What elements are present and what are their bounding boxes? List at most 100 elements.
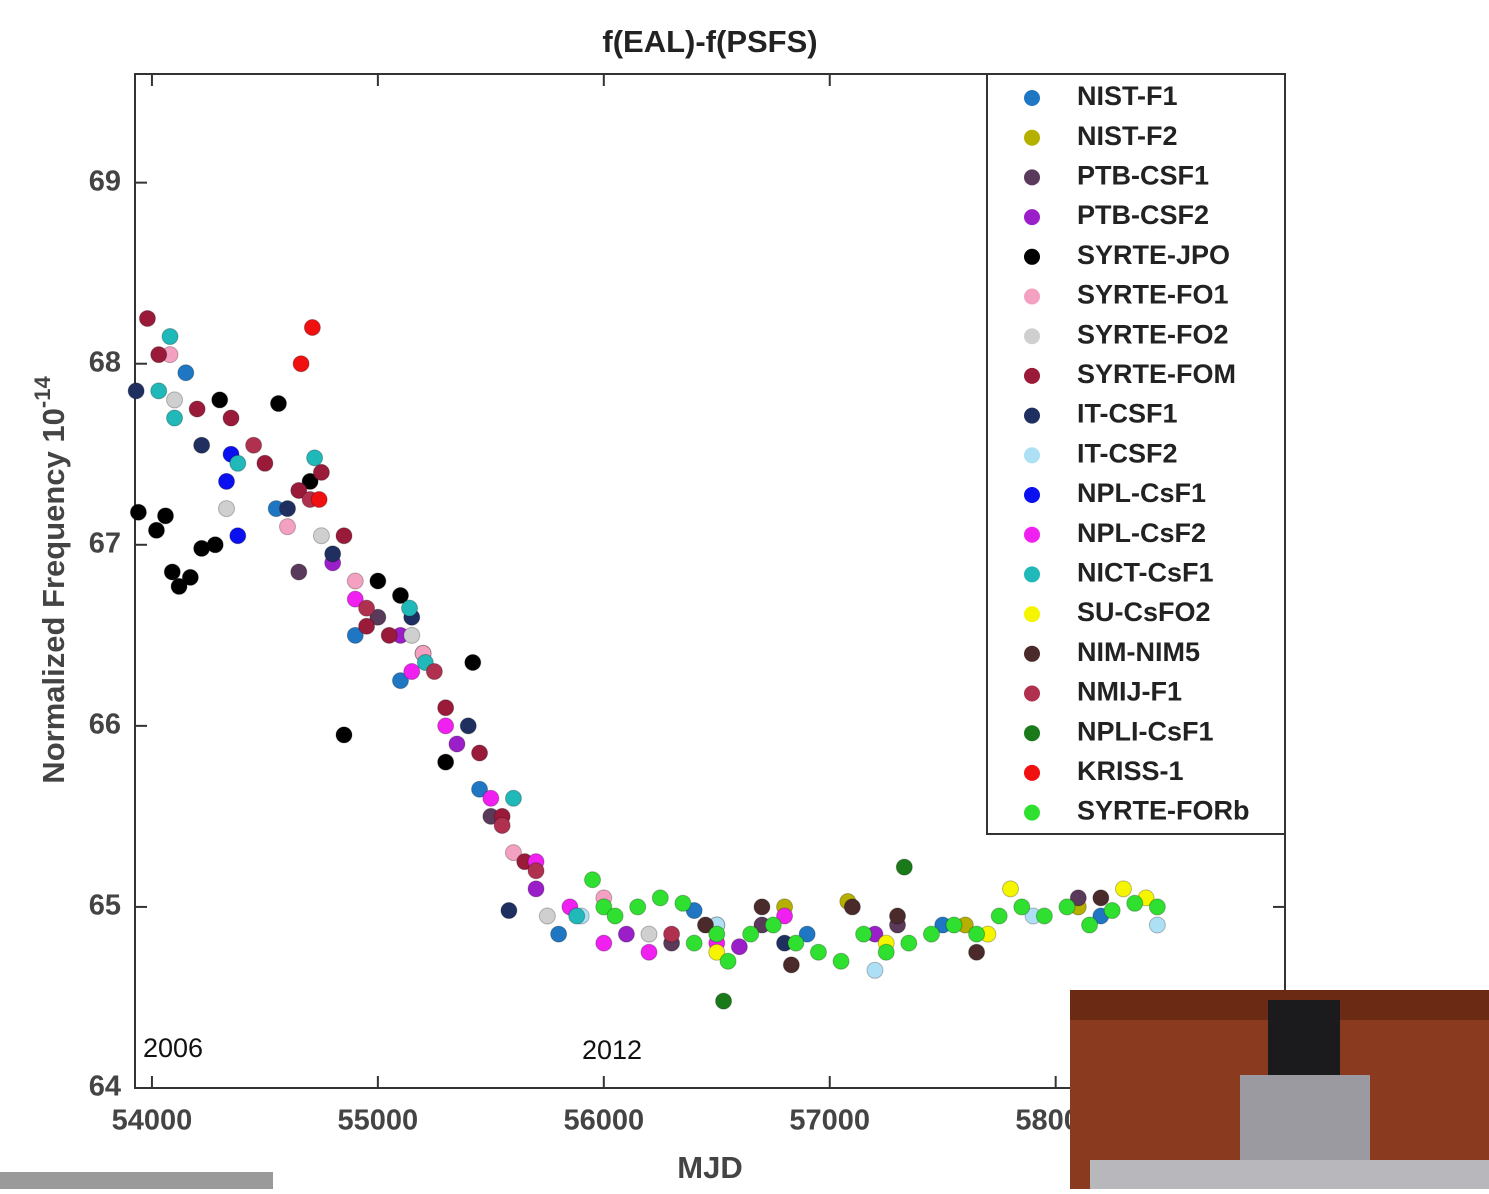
data-point <box>550 925 568 943</box>
data-point <box>764 916 782 934</box>
data-point <box>651 889 669 907</box>
data-point <box>776 907 794 925</box>
data-point <box>990 907 1008 925</box>
data-point <box>290 481 308 499</box>
legend-marker <box>1024 248 1040 265</box>
legend-label: SYRTE-JPO <box>1077 240 1230 270</box>
legend-marker <box>1024 129 1040 146</box>
data-point <box>324 545 342 563</box>
data-point <box>1013 898 1031 916</box>
data-point <box>346 572 364 590</box>
y-axis-label: Normalized Frequency 10-14 <box>30 376 71 784</box>
legend-label: NPL-CsF2 <box>1077 518 1206 548</box>
data-point <box>640 925 658 943</box>
data-point <box>163 563 181 581</box>
data-point <box>1148 898 1166 916</box>
data-point <box>617 925 635 943</box>
data-point <box>256 454 274 472</box>
legend-marker <box>1024 645 1040 662</box>
data-point <box>968 943 986 961</box>
data-point <box>708 943 726 961</box>
data-point <box>391 672 409 690</box>
data-point <box>809 943 827 961</box>
y-axis-label-text: Normalized Frequency 10 <box>36 408 71 784</box>
data-point <box>866 961 884 979</box>
data-point <box>1092 889 1110 907</box>
legend-label: NIM-NIM5 <box>1077 637 1200 667</box>
legend-marker <box>1024 209 1040 226</box>
data-point <box>150 346 168 364</box>
data-point <box>855 925 873 943</box>
data-point <box>292 355 310 373</box>
legend-label: SU-CsFO2 <box>1077 597 1211 627</box>
y-tick-label: 67 <box>89 527 121 559</box>
data-point <box>459 717 477 735</box>
data-point <box>798 925 816 943</box>
data-point <box>787 934 805 952</box>
legend-label: NIST-F1 <box>1077 81 1178 111</box>
data-point <box>306 449 324 467</box>
x-tick-label: 56000 <box>563 1105 644 1137</box>
y-tick-label: 64 <box>89 1071 121 1103</box>
photo-apparatus-top <box>1268 1000 1340 1075</box>
legend-marker <box>1024 526 1040 543</box>
data-point <box>437 699 455 717</box>
data-point <box>211 391 229 409</box>
chart-title: f(EAL)-f(PSFS) <box>602 24 817 59</box>
y-axis-label-exponent: -14 <box>30 376 55 409</box>
data-point <box>471 744 489 762</box>
data-point <box>629 898 647 916</box>
x-axis-label: MJD <box>677 1150 742 1185</box>
data-point <box>782 956 800 974</box>
x-tick-label: 57000 <box>789 1105 870 1137</box>
data-point <box>922 925 940 943</box>
data-point <box>222 409 240 427</box>
legend-label: SYRTE-FORb <box>1077 796 1250 826</box>
data-point <box>1058 898 1076 916</box>
data-point <box>437 753 455 771</box>
data-point <box>1103 902 1121 920</box>
data-point <box>663 925 681 943</box>
data-point <box>138 309 156 327</box>
data-point <box>245 436 263 454</box>
data-point <box>403 626 421 644</box>
legend-marker <box>1024 407 1040 424</box>
data-point <box>448 735 466 753</box>
data-point <box>301 472 319 490</box>
legend-label: PTB-CSF2 <box>1077 200 1209 230</box>
data-point <box>335 726 353 744</box>
data-point <box>1126 894 1144 912</box>
legend-marker <box>1024 328 1040 345</box>
data-point <box>595 934 613 952</box>
data-point <box>877 943 895 961</box>
data-point <box>1001 880 1019 898</box>
data-point <box>753 898 771 916</box>
data-point <box>493 816 511 834</box>
data-point <box>1148 916 1166 934</box>
data-point <box>391 586 409 604</box>
data-point <box>504 789 522 807</box>
data-point <box>193 436 211 454</box>
legend-label: NPLI-CsF1 <box>1077 716 1214 746</box>
legend-marker <box>1024 367 1040 384</box>
legend-marker <box>1024 487 1040 503</box>
data-point <box>358 599 376 617</box>
data-point <box>170 577 188 595</box>
data-point <box>538 907 556 925</box>
photos <box>0 990 1489 1189</box>
data-point <box>166 409 184 427</box>
data-point <box>147 521 165 539</box>
legend-marker <box>1024 447 1040 464</box>
data-point <box>527 880 545 898</box>
data-point <box>742 925 760 943</box>
legend-label: SYRTE-FOM <box>1077 359 1236 389</box>
legend-label: KRISS-1 <box>1077 756 1184 786</box>
data-point <box>346 590 364 608</box>
legend-marker <box>1024 804 1040 821</box>
data-point <box>269 395 287 413</box>
data-point <box>150 382 168 400</box>
legend-marker <box>1024 288 1040 305</box>
data-point <box>527 862 545 880</box>
data-point <box>945 916 963 934</box>
